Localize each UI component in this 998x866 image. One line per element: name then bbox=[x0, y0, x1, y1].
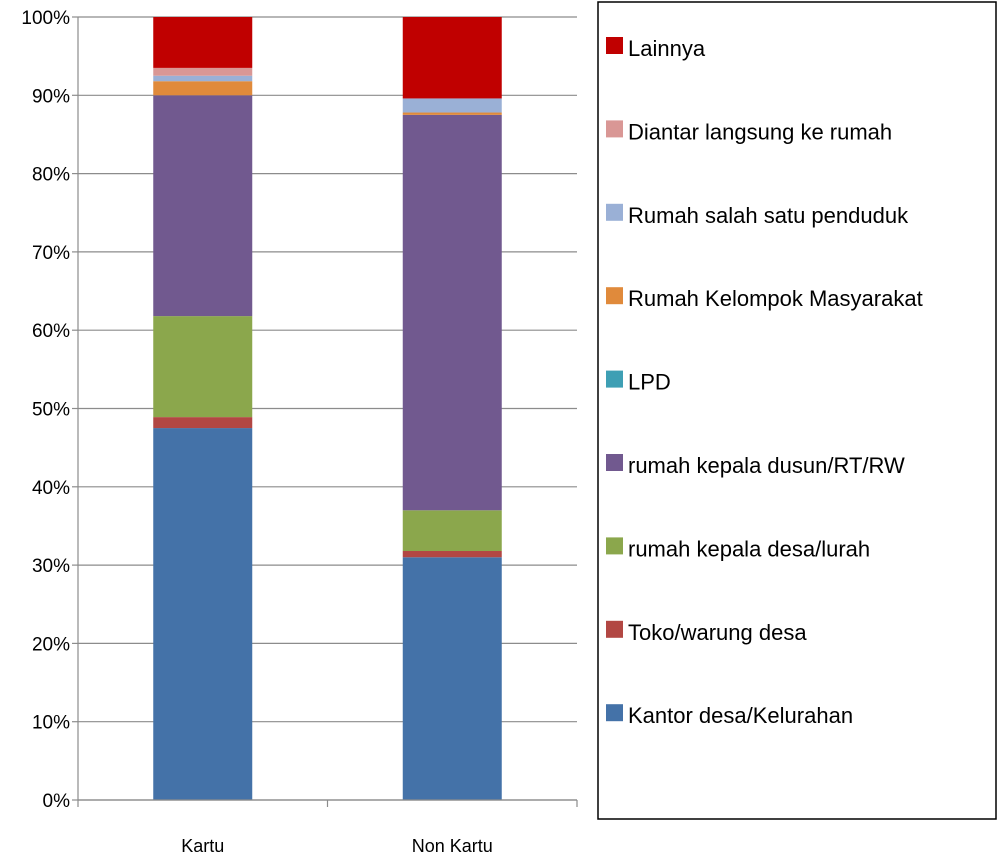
x-category-label: Kartu bbox=[181, 836, 224, 856]
legend-swatch bbox=[606, 620, 623, 638]
bar-segment bbox=[153, 417, 253, 429]
y-tick-label: 60% bbox=[32, 321, 70, 342]
bar-segment bbox=[402, 510, 502, 552]
y-tick-label: 50% bbox=[32, 400, 70, 421]
y-tick-label: 20% bbox=[32, 634, 70, 655]
bar-segment bbox=[402, 114, 502, 511]
legend-label: rumah kepala dusun/RT/RW bbox=[628, 453, 905, 478]
bar-segment bbox=[153, 67, 253, 76]
y-tick-label: 10% bbox=[32, 713, 70, 734]
bar-segment bbox=[153, 316, 253, 418]
legend-swatch bbox=[606, 120, 623, 138]
legend-label: LPD bbox=[628, 370, 671, 395]
legend: Lainnya Diantar langsung ke rumah Rumah sa… bbox=[597, 1, 997, 820]
legend-swatch bbox=[606, 37, 623, 54]
y-tick-label: 40% bbox=[32, 478, 70, 499]
legend-swatch bbox=[606, 370, 623, 388]
bar-segment bbox=[153, 75, 253, 82]
axis-layer: 0% 10% 20% 30% 40% 50% 60% 70% 80% 90% 100% Kartu No… bbox=[21, 8, 578, 856]
legend-swatch bbox=[606, 537, 623, 555]
y-tick-label: 70% bbox=[32, 243, 70, 264]
bar-segment bbox=[402, 112, 502, 115]
bar-segment bbox=[402, 551, 502, 558]
bar-segment bbox=[153, 428, 253, 800]
legend-label: rumah kepala desa/lurah bbox=[628, 536, 870, 561]
y-tick-label: 90% bbox=[32, 86, 70, 107]
bar-segment bbox=[153, 81, 253, 96]
legend-swatch bbox=[606, 454, 623, 471]
grid-layer bbox=[78, 16, 577, 801]
bar-segment bbox=[153, 17, 253, 68]
y-tick-label: 100% bbox=[21, 8, 70, 29]
legend-label: Rumah Kelompok Masyarakat bbox=[628, 286, 923, 311]
legend-label: Diantar langsung ke rumah bbox=[628, 119, 892, 144]
legend-swatch bbox=[606, 203, 623, 221]
bar-layer bbox=[153, 17, 502, 800]
bar-segment bbox=[402, 98, 502, 113]
legend-box bbox=[597, 1, 997, 820]
legend-label: Lainnya bbox=[628, 36, 706, 61]
y-tick-label: 30% bbox=[32, 556, 70, 577]
y-tick-label: 0% bbox=[43, 791, 71, 812]
bar-segment bbox=[153, 95, 253, 317]
legend-swatch bbox=[606, 704, 623, 722]
legend-label: Kantor desa/Kelurahan bbox=[628, 703, 853, 728]
y-tick-label: 80% bbox=[32, 165, 70, 186]
bar-segment bbox=[402, 557, 502, 800]
legend-label: Rumah salah satu penduduk bbox=[628, 203, 909, 228]
x-category-label: Non Kartu bbox=[412, 836, 493, 856]
bar-segment bbox=[402, 17, 502, 99]
legend-swatch bbox=[606, 287, 623, 305]
legend-label: Toko/warung desa bbox=[628, 620, 807, 645]
